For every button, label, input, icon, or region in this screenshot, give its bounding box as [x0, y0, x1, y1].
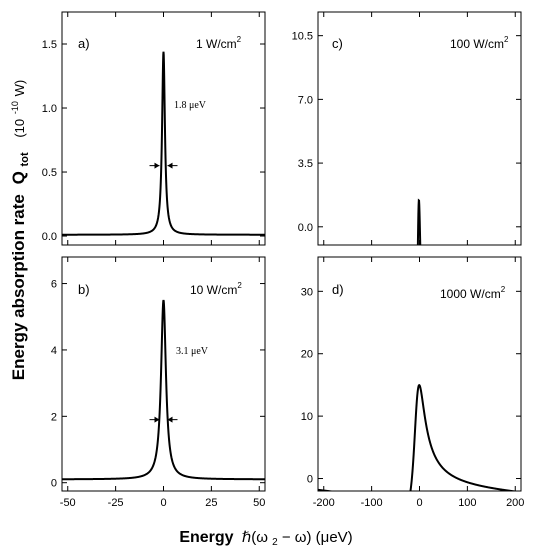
- fwhm-annotation: 3.1 μeV: [176, 346, 209, 357]
- y-tick-label: 2: [51, 411, 57, 423]
- x-tick-label: -50: [60, 497, 76, 509]
- y-tick-label: 1.0: [42, 103, 57, 115]
- power-text: 1000 W/cm: [440, 287, 501, 301]
- ylabel-unit-end: W): [12, 80, 27, 97]
- svg-text:Energy absorption rate Q: Energy absorption rate Q tot (10 -10 W): [3, 80, 32, 380]
- power-label: 100 W/cm2: [450, 35, 509, 51]
- x-tick-label: 50: [253, 497, 265, 509]
- y-tick-label: 20: [301, 349, 313, 361]
- series-line: [62, 51, 265, 236]
- y-tick-label: 1.5: [42, 39, 57, 51]
- power-label: 1 W/cm2: [196, 35, 242, 51]
- y-tick-label: 7.0: [298, 94, 313, 106]
- power-exp: 2: [237, 35, 242, 44]
- power-label: 10 W/cm2: [190, 281, 242, 297]
- xlabel-tail: − ω) (μeV): [282, 529, 353, 546]
- fwhm-arrowhead: [154, 416, 160, 423]
- x-tick-label: -200: [313, 497, 335, 509]
- panel-a: a) 1 W/cm2 1.8 μeV 0.0 0.5 1.0 1.5: [42, 11, 266, 246]
- y-tick-label: 30: [301, 286, 313, 298]
- power-text: 10 W/cm: [190, 283, 237, 297]
- fwhm-annotation: 1.8 μeV: [174, 100, 207, 111]
- power-text: 100 W/cm: [450, 37, 504, 51]
- series-line: [416, 198, 422, 245]
- xlabel-main: Energy: [179, 529, 233, 546]
- ylabel-main: Energy absorption rate: [9, 194, 28, 380]
- x-tick-label: 100: [458, 497, 476, 509]
- x-tick-label: 0: [416, 497, 422, 509]
- fwhm-arrowhead: [167, 162, 173, 169]
- y-tick-label: 4: [51, 345, 57, 357]
- ylabel-unit-exp: -10: [10, 101, 20, 114]
- power-exp: 2: [237, 281, 242, 290]
- y-tick-label: 10: [301, 411, 313, 423]
- panel-label: a): [78, 36, 90, 51]
- ylabel-sub: tot: [19, 152, 31, 166]
- x-tick-label: 200: [506, 497, 524, 509]
- y-tick-label: 10.5: [292, 31, 313, 43]
- panel-label: d): [332, 282, 344, 297]
- y-tick-label: 0: [307, 474, 313, 486]
- power-text: 1 W/cm: [196, 37, 237, 51]
- x-tick-label: -25: [108, 497, 124, 509]
- series-line: [62, 299, 265, 481]
- ylabel-symbol: Q: [9, 171, 28, 184]
- y-tick-label: 0.0: [298, 222, 313, 234]
- global-xlabel: Energy ℏ(ω 2 − ω) (μeV): [179, 529, 352, 549]
- panel-d: d) 1000 W/cm2 -200 -100 0 100 200 0 10 20 30: [301, 256, 524, 509]
- panel-label: c): [332, 36, 343, 51]
- x-tick-label: 0: [160, 497, 166, 509]
- fwhm-arrowhead: [154, 162, 160, 169]
- x-tick-label: -100: [361, 497, 383, 509]
- xlabel-rest: ℏ(ω: [242, 529, 269, 546]
- fwhm-arrowhead: [167, 416, 173, 423]
- ylabel-unit: (10: [12, 119, 27, 138]
- panel-label: b): [78, 282, 90, 297]
- x-tick-label: 25: [205, 497, 217, 509]
- panel-c: c) 100 W/cm2 0.0 3.5 7.0 10.5: [292, 11, 522, 246]
- series-line: [318, 383, 520, 491]
- y-tick-label: 6: [51, 279, 57, 291]
- power-exp: 2: [501, 285, 506, 294]
- y-tick-label: 0.5: [42, 167, 57, 179]
- y-tick-label: 3.5: [298, 158, 313, 170]
- power-label: 1000 W/cm2: [440, 285, 506, 301]
- power-exp: 2: [504, 35, 509, 44]
- xlabel-sub: 2: [272, 537, 278, 548]
- global-ylabel: Energy absorption rate Q tot (10 -10 W): [3, 80, 32, 380]
- y-tick-label: 0: [51, 478, 57, 490]
- y-tick-label: 0.0: [42, 231, 57, 243]
